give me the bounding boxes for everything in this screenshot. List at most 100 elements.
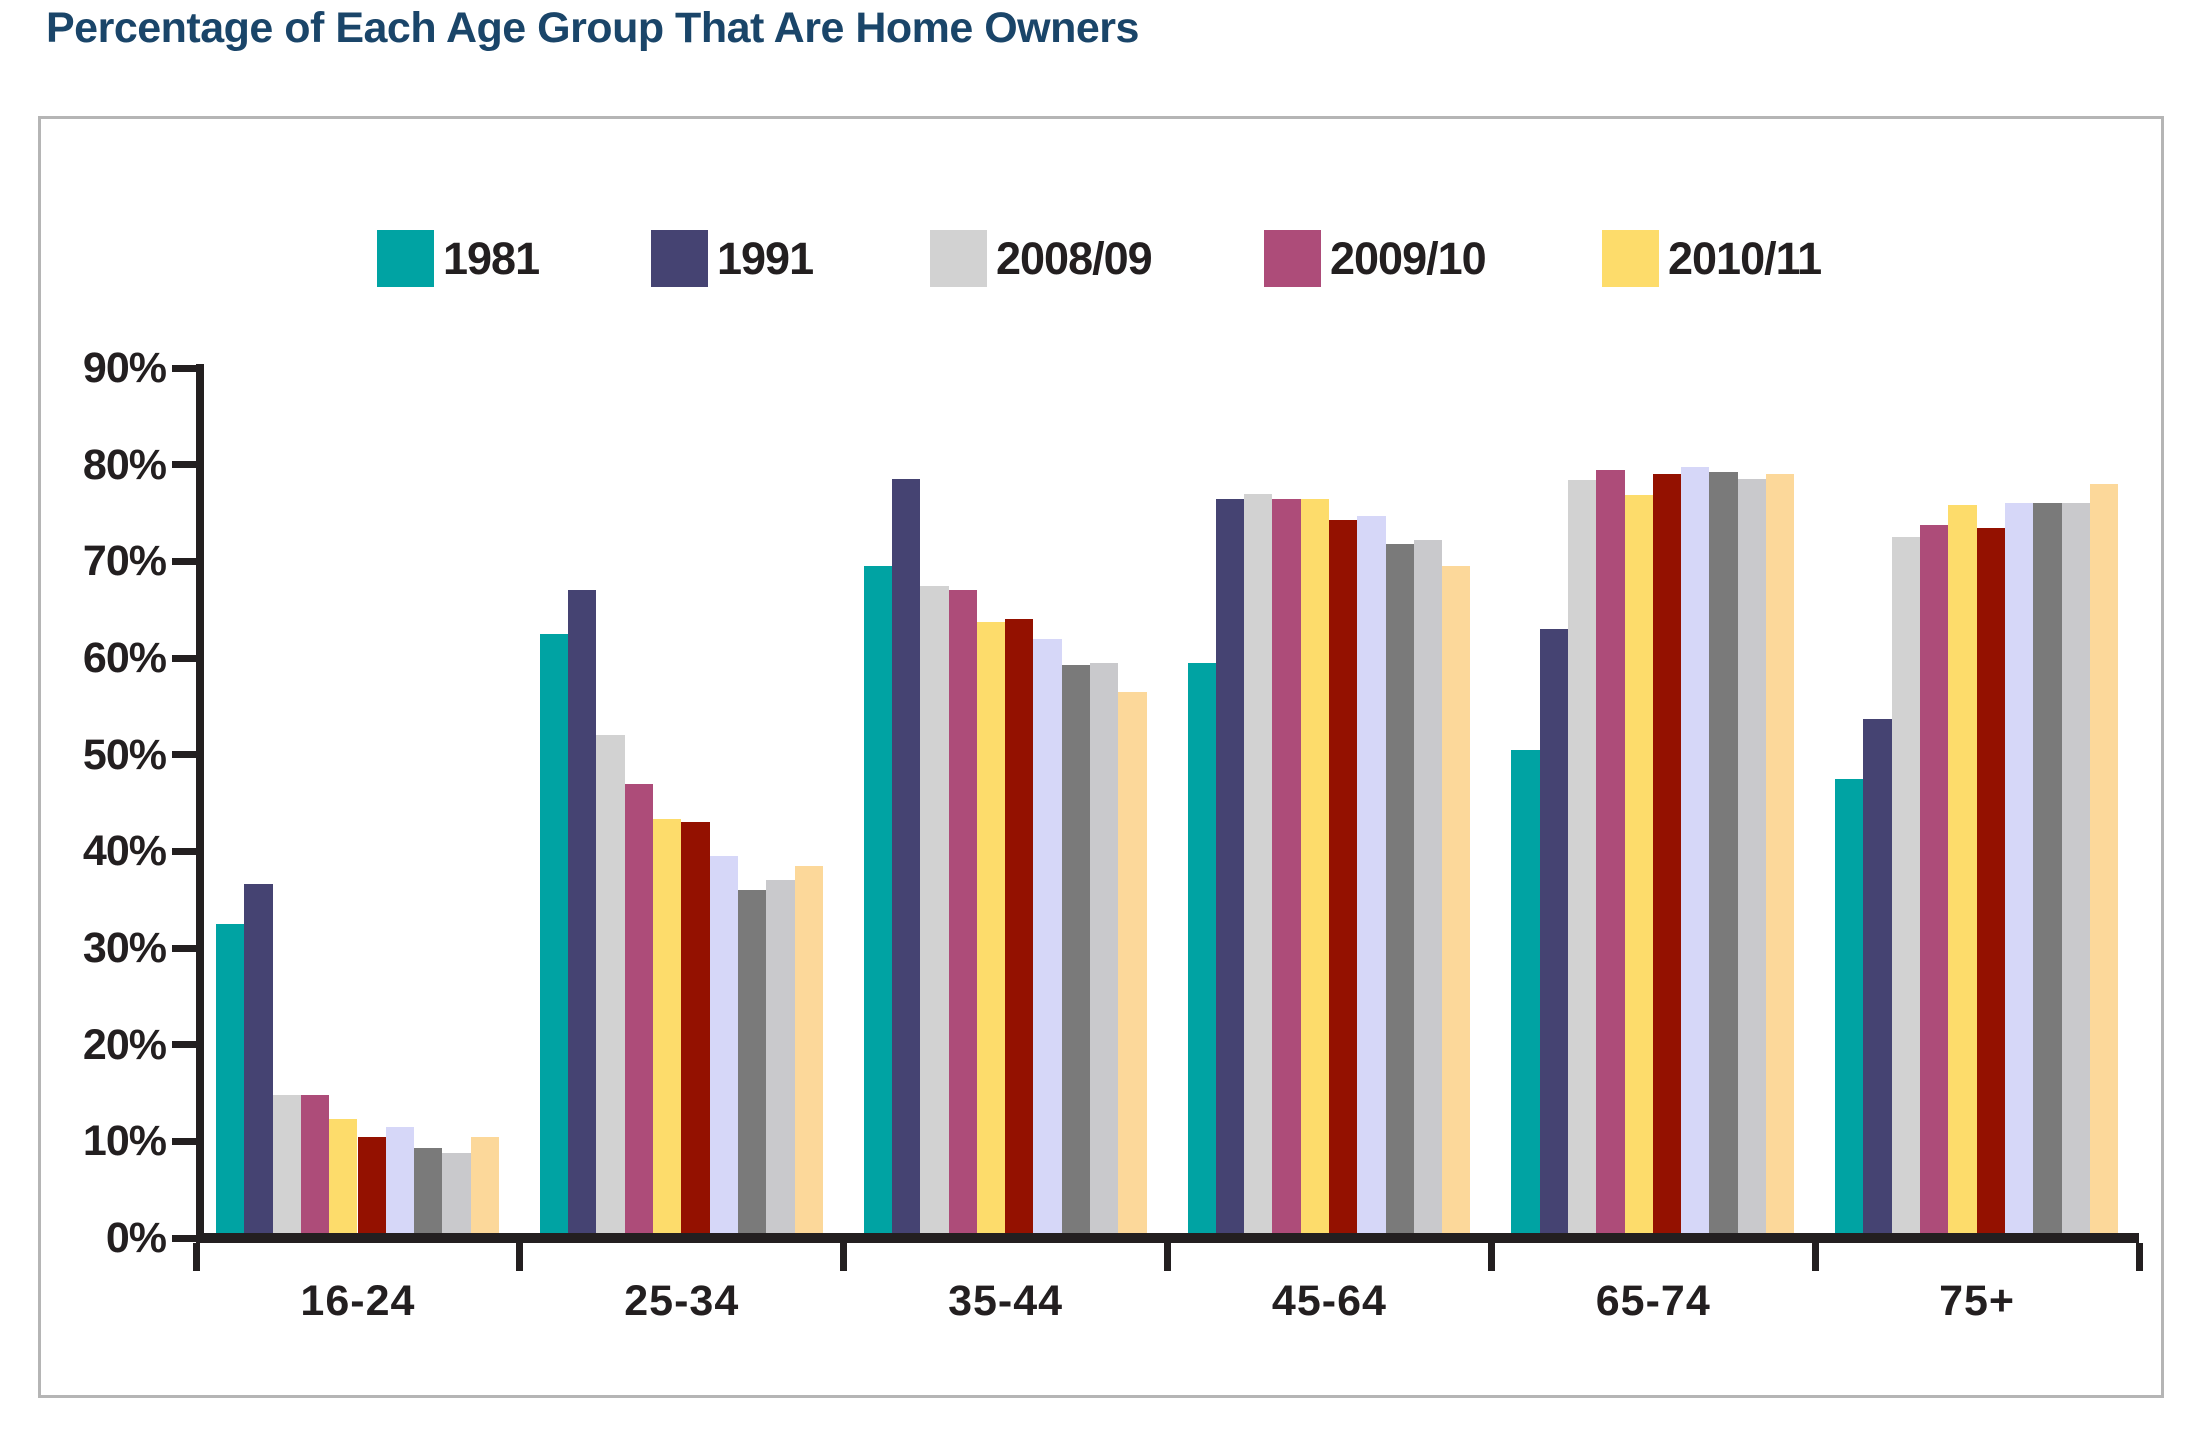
x-axis-label-35-44: 35-44 [948,1277,1064,1325]
bar-65-74-s2 [1539,629,1568,1233]
x-tick [1811,1243,1819,1271]
x-axis-label-75+: 75+ [1939,1277,2016,1325]
bar-45-64-s10 [1442,566,1471,1233]
legend-item-2008-09: 2008/09 [930,230,1153,287]
bar-75+-s6 [1976,527,2005,1233]
bar-16-24-s1 [216,923,245,1233]
bar-25-34-s6 [681,822,710,1233]
x-axis-label-16-24: 16-24 [300,1277,416,1325]
bar-35-44-s10 [1118,691,1147,1233]
bar-16-24-s4 [300,1094,330,1233]
bar-35-44-s9 [1090,662,1119,1233]
bar-16-24-s7 [385,1126,415,1233]
bar-35-44-s4 [948,590,977,1233]
bar-75+-s5 [1948,505,1977,1233]
x-tick [1487,1243,1495,1271]
legend-label: 1981 [443,232,540,284]
bar-16-24-s9 [442,1152,471,1233]
bar-75+-s9 [2061,503,2090,1233]
bar-25-34-s7 [709,856,738,1233]
x-axis-line [196,1233,2139,1243]
x-axis-label-65-74: 65-74 [1595,1277,1711,1325]
y-tick-label: 70% [82,537,167,586]
y-tick-label: 30% [82,924,167,972]
y-tick-label: 0% [105,1214,167,1262]
bar-45-64-s3 [1244,493,1273,1233]
bar-35-44-s3 [920,585,949,1233]
bar-45-64-s8 [1385,543,1414,1233]
bar-65-74-s8 [1709,472,1738,1233]
bar-75+-s3 [1891,537,1921,1233]
bar-75+-s4 [1920,524,1949,1233]
legend-swatch [930,230,987,287]
bar-45-64-s6 [1329,519,1358,1233]
y-tick [172,461,196,469]
y-tick [172,364,196,372]
bar-75+-s1 [1835,778,1864,1233]
bar-16-24-s5 [329,1119,358,1233]
y-tick [172,557,196,565]
bar-16-24-s6 [357,1137,386,1233]
bar-45-64-s7 [1357,515,1386,1233]
bar-65-74-s3 [1567,480,1597,1233]
chart-title: Percentage of Each Age Group That Are Ho… [46,4,1139,52]
bar-25-34-s1 [539,633,569,1233]
bar-35-44-s8 [1061,664,1091,1233]
legend-swatch [1602,230,1659,287]
legend-swatch [651,230,708,287]
bar-16-24-s8 [414,1148,443,1233]
legend-label: 2010/11 [1668,232,1822,284]
y-tick [172,1137,196,1145]
y-tick-label: 50% [82,730,167,779]
bar-75+-s7 [2004,503,2034,1233]
bar-25-34-s10 [794,865,823,1233]
y-tick-label: 20% [82,1020,167,1069]
y-tick [172,1234,196,1242]
y-axis-line [196,364,204,1243]
y-tick [172,654,196,662]
bar-16-24-s10 [470,1137,499,1233]
y-tick-label: 40% [82,827,167,876]
y-tick [172,944,196,952]
x-tick [192,1243,200,1271]
bar-35-44-s1 [863,566,892,1233]
bar-45-64-s5 [1300,499,1329,1233]
y-tick [172,751,196,759]
bar-25-34-s5 [653,819,682,1233]
bar-45-64-s9 [1413,540,1443,1233]
bar-65-74-s10 [1766,474,1795,1233]
bar-16-24-s3 [272,1094,301,1233]
bar-35-44-s5 [976,622,1006,1233]
legend-label: 2008/09 [996,232,1153,284]
legend-item-2010-11: 2010/11 [1602,230,1822,287]
bar-65-74-s5 [1624,494,1653,1233]
legend-item-1981: 1981 [377,230,540,287]
x-axis-label-45-64: 45-64 [1271,1277,1387,1325]
x-tick [840,1243,848,1271]
x-tick [2135,1243,2143,1271]
legend-label: 2009/10 [1330,232,1487,284]
y-tick-label: 80% [82,440,167,489]
legend-label: 1991 [717,232,814,284]
bar-25-34-s9 [766,880,795,1233]
y-tick [172,1041,196,1049]
legend-swatch [1264,230,1321,287]
bar-25-34-s2 [568,590,597,1233]
x-tick [1164,1243,1171,1271]
bar-65-74-s7 [1681,466,1710,1233]
chart-panel: 1981 1991 2008/09 2009/10 2010/11 0% 10% 20% 30… [38,116,2164,1398]
y-tick-label: 60% [82,634,167,682]
x-tick [516,1243,524,1271]
legend-item-2009-10: 2009/10 [1264,230,1487,287]
bar-65-74-s9 [1737,479,1767,1233]
bar-25-34-s4 [624,783,654,1233]
bar-75+-s8 [2033,503,2062,1233]
y-tick-label: 10% [82,1117,167,1166]
y-tick [172,847,196,855]
bar-75+-s2 [1863,718,1892,1233]
bar-16-24-s2 [244,884,273,1233]
bar-65-74-s6 [1652,474,1682,1233]
y-tick-label: 90% [82,344,167,392]
bar-65-74-s4 [1596,469,1625,1233]
